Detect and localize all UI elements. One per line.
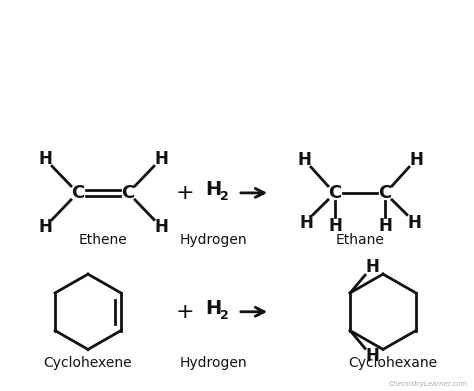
Text: H: H [205,299,221,318]
Text: ChemistryLearner.com: ChemistryLearner.com [389,381,468,387]
Text: Hydrogenation Reaction: Hydrogenation Reaction [47,19,427,47]
Text: H: H [154,217,168,235]
Text: H: H [154,150,168,168]
Text: Cyclohexene: Cyclohexene [44,356,132,370]
Text: H: H [38,217,52,235]
Text: H: H [328,217,342,235]
Text: Hydrogen: Hydrogen [179,233,247,248]
Text: Ethene: Ethene [79,233,128,248]
Text: H: H [407,213,421,231]
Text: C: C [72,184,85,202]
Text: H: H [297,151,311,169]
Text: H: H [365,258,379,276]
Text: H: H [409,151,423,169]
Text: C: C [121,184,135,202]
Text: +: + [176,302,194,322]
Text: H: H [205,180,221,199]
Text: H: H [299,213,313,231]
Text: H: H [378,217,392,235]
Text: +: + [176,183,194,203]
Text: Hydrogen: Hydrogen [179,356,247,370]
Text: C: C [378,184,392,202]
Text: H: H [38,150,52,168]
Text: H: H [365,347,379,365]
Text: Cyclohexane: Cyclohexane [348,356,438,370]
Text: Ethane: Ethane [336,233,384,248]
Text: Examples: Examples [163,59,311,87]
Text: 2: 2 [219,309,228,322]
Text: C: C [328,184,342,202]
Text: 2: 2 [219,190,228,203]
